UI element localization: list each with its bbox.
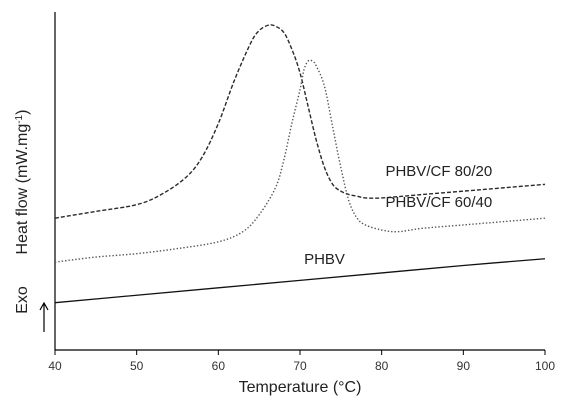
y-axis-title: Heat flow (mW.mg-1)	[14, 110, 32, 255]
exo-indicator: Exo	[14, 286, 49, 332]
series-line-2	[54, 59, 546, 263]
exo-label: Exo	[14, 286, 31, 314]
series-line-3	[54, 258, 546, 304]
x-tick-label: 40	[48, 359, 62, 373]
series-line-1	[54, 24, 546, 219]
plot-frame	[54, 12, 545, 351]
y-axis-title-superscript: -1	[14, 114, 25, 123]
series-label-2: PHBV/CF 60/40	[385, 194, 492, 211]
x-tick-label: 100	[535, 359, 555, 373]
series-labels: PHBV/CF 80/20 PHBV/CF 60/40 PHBV	[304, 163, 492, 268]
x-axis-title: Temperature (°C)	[239, 379, 362, 396]
x-tick-label: 70	[293, 359, 307, 373]
series-layer	[54, 24, 546, 304]
x-ticks: 40 50 60 70 80 90 100	[48, 350, 555, 373]
y-axis-title-close: )	[14, 110, 31, 115]
exo-arrow-up-icon	[39, 301, 49, 332]
x-tick-label: 50	[130, 359, 144, 373]
series-label-1: PHBV/CF 80/20	[385, 163, 492, 180]
x-tick-label: 90	[457, 359, 471, 373]
series-label-3: PHBV	[304, 251, 345, 268]
x-tick-label: 80	[375, 359, 389, 373]
x-tick-label: 60	[212, 359, 226, 373]
y-axis-title-main: Heat flow (mW.mg	[14, 124, 31, 255]
